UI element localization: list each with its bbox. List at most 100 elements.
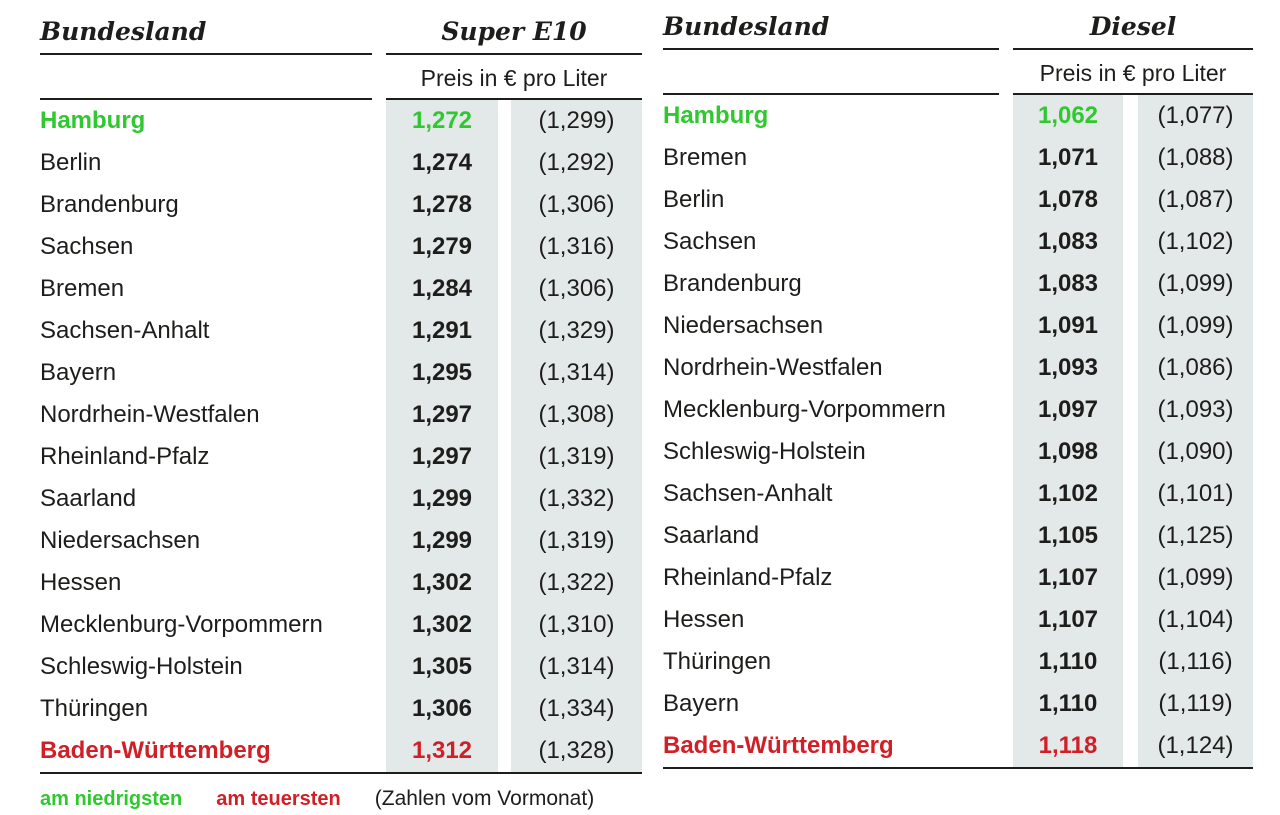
table-row: Thüringen 1,110 (1,116): [663, 641, 1253, 683]
table-row: Nordrhein-Westfalen 1,297 (1,308): [40, 394, 642, 436]
current-price: 1,302: [386, 604, 498, 646]
current-price: 1,312: [386, 730, 498, 772]
table-row: Hessen 1,107 (1,104): [663, 599, 1253, 641]
table-row: Brandenburg 1,278 (1,306): [40, 184, 642, 226]
stripe-gap: [498, 436, 511, 478]
current-price: 1,091: [1013, 305, 1123, 347]
current-price: 1,297: [386, 394, 498, 436]
current-price: 1,107: [1013, 599, 1123, 641]
current-price: 1,102: [1013, 473, 1123, 515]
current-price: 1,107: [1013, 557, 1123, 599]
current-price: 1,279: [386, 226, 498, 268]
table-row: Bayern 1,110 (1,119): [663, 683, 1253, 725]
super-e10-rows: Hamburg 1,272 (1,299) Berlin 1,274 (1,292) Bra…: [40, 100, 642, 772]
previous-month-price: (1,306): [511, 268, 642, 310]
previous-month-price: (1,077): [1138, 95, 1253, 137]
unit-label: Preis in € pro Liter: [386, 67, 642, 100]
current-price: 1,118: [1013, 725, 1123, 767]
state-name: Nordrhein-Westfalen: [40, 401, 260, 428]
table-row: Sachsen 1,083 (1,102): [663, 221, 1253, 263]
current-price: 1,105: [1013, 515, 1123, 557]
table-row: Bremen 1,284 (1,306): [40, 268, 642, 310]
table-row: Schleswig-Holstein 1,098 (1,090): [663, 431, 1253, 473]
stripe-gap: [1123, 95, 1138, 137]
subheader-spacer: [663, 93, 999, 95]
stripe-gap: [498, 562, 511, 604]
previous-month-price: (1,292): [511, 142, 642, 184]
table-bottom-rule: [40, 772, 642, 774]
previous-month-price: (1,102): [1138, 221, 1253, 263]
current-price: 1,083: [1013, 263, 1123, 305]
previous-month-price: (1,093): [1138, 389, 1253, 431]
previous-month-price: (1,090): [1138, 431, 1253, 473]
current-price: 1,110: [1013, 683, 1123, 725]
stripe-gap: [498, 730, 511, 772]
state-name: Rheinland-Pfalz: [40, 443, 210, 470]
state-name: Brandenburg: [663, 270, 802, 297]
state-name: Thüringen: [663, 648, 772, 675]
current-price: 1,093: [1013, 347, 1123, 389]
legend-lowest-label: am niedrigsten: [40, 788, 183, 810]
table-row: Bremen 1,071 (1,088): [663, 137, 1253, 179]
super-e10-table: Bundesland Super E10 Preis in € pro Lite…: [40, 0, 642, 774]
table-row: Brandenburg 1,083 (1,099): [663, 263, 1253, 305]
column-header-diesel: Diesel: [1013, 14, 1253, 50]
current-price: 1,062: [1013, 95, 1123, 137]
super-e10-table-header: Bundesland Super E10: [40, 0, 642, 55]
table-row: Sachsen-Anhalt 1,291 (1,329): [40, 310, 642, 352]
stripe-gap: [498, 226, 511, 268]
diesel-table: Bundesland Diesel Preis in € pro Liter H…: [663, 0, 1253, 769]
previous-month-price: (1,314): [511, 352, 642, 394]
stripe-gap: [1123, 725, 1138, 767]
stripe-gap: [498, 520, 511, 562]
previous-month-price: (1,308): [511, 394, 642, 436]
previous-month-price: (1,086): [1138, 347, 1253, 389]
state-name: Rheinland-Pfalz: [663, 564, 833, 591]
previous-month-price: (1,332): [511, 478, 642, 520]
stripe-gap: [1123, 179, 1138, 221]
column-header-bundesland: Bundesland: [40, 19, 372, 55]
state-name: Berlin: [40, 149, 102, 176]
legend-highest-label: am teuersten: [216, 788, 341, 810]
table-row: Saarland 1,299 (1,332): [40, 478, 642, 520]
tables-wrap: Bundesland Super E10 Preis in € pro Lite…: [40, 0, 1253, 774]
stripe-gap: [1123, 347, 1138, 389]
table-row: Hessen 1,302 (1,322): [40, 562, 642, 604]
stripe-gap: [1123, 515, 1138, 557]
stripe-gap: [1123, 221, 1138, 263]
current-price: 1,071: [1013, 137, 1123, 179]
state-name: Baden-Württemberg: [663, 732, 894, 759]
state-name: Sachsen: [40, 233, 134, 260]
previous-month-price: (1,310): [511, 604, 642, 646]
state-name: Bremen: [663, 144, 748, 171]
state-name: Hessen: [40, 569, 122, 596]
current-price: 1,098: [1013, 431, 1123, 473]
previous-month-price: (1,319): [511, 520, 642, 562]
stripe-gap: [498, 268, 511, 310]
stripe-gap: [498, 310, 511, 352]
current-price: 1,302: [386, 562, 498, 604]
diesel-rows: Hamburg 1,062 (1,077) Bremen 1,071 (1,088) Ber…: [663, 95, 1253, 767]
stripe-gap: [1123, 263, 1138, 305]
stripe-gap: [1123, 473, 1138, 515]
state-name: Niedersachsen: [40, 527, 201, 554]
previous-month-price: (1,319): [511, 436, 642, 478]
state-name: Bayern: [663, 690, 740, 717]
diesel-table-subheader: Preis in € pro Liter: [663, 50, 1253, 95]
state-name: Hessen: [663, 606, 745, 633]
current-price: 1,110: [1013, 641, 1123, 683]
stripe-gap: [1123, 389, 1138, 431]
table-row: Sachsen 1,279 (1,316): [40, 226, 642, 268]
table-row: Niedersachsen 1,299 (1,319): [40, 520, 642, 562]
stripe-gap: [498, 688, 511, 730]
stripe-gap: [498, 184, 511, 226]
table-row: Thüringen 1,306 (1,334): [40, 688, 642, 730]
table-row: Saarland 1,105 (1,125): [663, 515, 1253, 557]
state-name: Bremen: [40, 275, 125, 302]
table-row: Schleswig-Holstein 1,305 (1,314): [40, 646, 642, 688]
table-row: Berlin 1,078 (1,087): [663, 179, 1253, 221]
previous-month-price: (1,116): [1138, 641, 1253, 683]
stripe-gap: [498, 100, 511, 142]
legend: am niedrigsten am teuersten (Zahlen vom …: [40, 787, 1280, 811]
